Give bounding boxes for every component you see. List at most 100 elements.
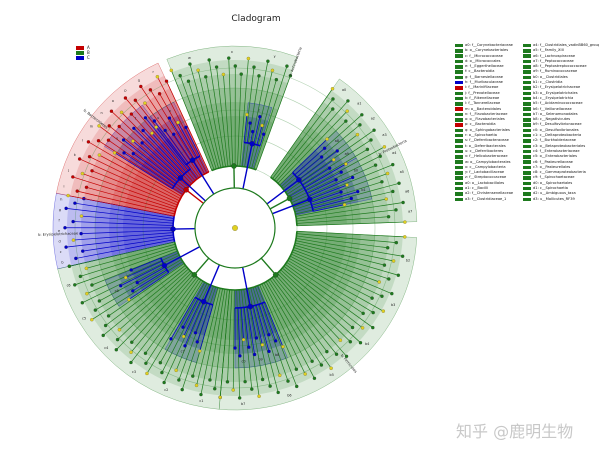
chart-title: Cladogram xyxy=(0,14,512,24)
tree-leaf xyxy=(359,341,362,344)
tree-leaf xyxy=(372,129,375,132)
group-swatch-a xyxy=(76,46,84,50)
taxa-legend-swatch xyxy=(455,102,463,106)
tree-leaf xyxy=(113,151,116,154)
clade-letter: c5 xyxy=(82,317,86,321)
tree-leaf xyxy=(278,374,281,377)
tree-leaf xyxy=(238,354,241,357)
clade-letter: b2 xyxy=(406,259,410,263)
taxa-legend-swatch xyxy=(523,49,531,53)
tree-leaf xyxy=(334,178,337,181)
tree-leaf xyxy=(222,73,225,76)
tree-leaf xyxy=(247,346,250,349)
tree-leaf xyxy=(277,391,280,394)
tree-leaf xyxy=(371,326,374,329)
tree-leaf xyxy=(98,299,101,302)
taxa-legend-swatch xyxy=(523,107,531,111)
taxa-legend-swatch xyxy=(523,198,531,202)
tree-leaf xyxy=(257,74,260,77)
taxa-legend-swatch xyxy=(523,182,531,186)
tree-leaf xyxy=(240,73,243,76)
clade-letter: b6 xyxy=(287,393,291,397)
tree-leaf xyxy=(346,99,349,102)
tree-leaf xyxy=(85,292,88,295)
root-spoke xyxy=(194,258,208,275)
clade-letter: p xyxy=(124,88,126,92)
tree-leaf xyxy=(107,314,110,317)
tree-leaf xyxy=(85,267,88,270)
taxa-legend-swatch xyxy=(455,70,463,74)
taxa-legend-swatch xyxy=(455,187,463,191)
tree-leaf xyxy=(267,350,270,353)
tree-leaf xyxy=(336,149,339,152)
clade-letter: b4 xyxy=(365,342,369,346)
tree-leaf xyxy=(204,75,207,78)
taxa-legend-swatch xyxy=(455,176,463,180)
taxa-legend-swatch xyxy=(523,118,531,122)
taxa-legend-swatch xyxy=(523,86,531,90)
tree-leaf xyxy=(238,396,241,399)
clade-letter: c6 xyxy=(67,283,71,287)
tree-leaf xyxy=(252,66,255,69)
group-legend: A B C xyxy=(76,45,90,60)
clade-letter: b xyxy=(61,260,63,264)
tree-leaf xyxy=(261,378,264,381)
tree-leaf xyxy=(339,190,342,193)
tree-leaf xyxy=(177,378,180,381)
tree-leaf xyxy=(258,115,261,118)
clade-letter: c8 xyxy=(115,289,119,293)
clade-letter: d xyxy=(58,240,60,244)
tree-leaf xyxy=(313,377,316,380)
tree-leaf xyxy=(332,158,335,161)
tree-leaf xyxy=(275,78,278,81)
clade-letter: b1 xyxy=(361,188,365,192)
tree-leaf xyxy=(172,133,175,136)
tree-leaf xyxy=(141,141,144,144)
clade-letter: l xyxy=(82,138,83,142)
tree-leaf xyxy=(129,351,132,354)
taxa-legend-swatch xyxy=(455,113,463,117)
taxa-legend-swatch xyxy=(523,145,531,149)
tree-leaf xyxy=(343,203,346,206)
tree-leaf xyxy=(219,396,222,399)
tree-leaf xyxy=(102,334,105,337)
tree-leaf xyxy=(260,124,263,127)
tree-leaf xyxy=(158,92,161,95)
taxa-legend-swatch xyxy=(523,70,531,74)
tree-leaf xyxy=(168,116,171,119)
taxa-legend-swatch xyxy=(523,44,531,48)
tree-leaf xyxy=(356,190,359,193)
tree-leaf xyxy=(386,172,389,175)
tree-leaf xyxy=(131,289,134,292)
clade-letter: n xyxy=(100,111,102,115)
tree-leaf xyxy=(262,133,265,136)
tree-leaf xyxy=(85,186,88,189)
tree-leaf xyxy=(395,241,398,244)
taxa-legend-swatch xyxy=(523,60,531,64)
tree-leaf xyxy=(130,341,133,344)
taxa-legend-swatch xyxy=(523,129,531,133)
root-spoke xyxy=(261,258,275,275)
clade-letter: c xyxy=(60,250,62,254)
taxa-legend-swatch xyxy=(455,86,463,90)
tree-leaf xyxy=(81,250,84,253)
tree-leaf xyxy=(176,121,179,124)
taxa-legend-swatch xyxy=(523,176,531,180)
taxa-legend-swatch xyxy=(455,198,463,202)
tree-leaf xyxy=(118,328,121,331)
tree-leaf xyxy=(80,232,83,235)
tree-leaf xyxy=(311,360,314,363)
taxa-legend-swatch xyxy=(455,54,463,58)
tree-leaf xyxy=(124,96,127,99)
root-node xyxy=(232,225,238,231)
tree-leaf xyxy=(187,80,190,83)
tree-leaf xyxy=(194,331,197,334)
tree-leaf xyxy=(198,349,201,352)
clade-letter: o xyxy=(112,99,114,103)
tree-leaf xyxy=(144,362,147,365)
clade-letter: b9 xyxy=(258,358,262,362)
tree-leaf xyxy=(397,182,400,185)
tree-leaf xyxy=(234,64,237,67)
tree-leaf xyxy=(271,69,274,72)
tree-leaf xyxy=(345,183,348,186)
